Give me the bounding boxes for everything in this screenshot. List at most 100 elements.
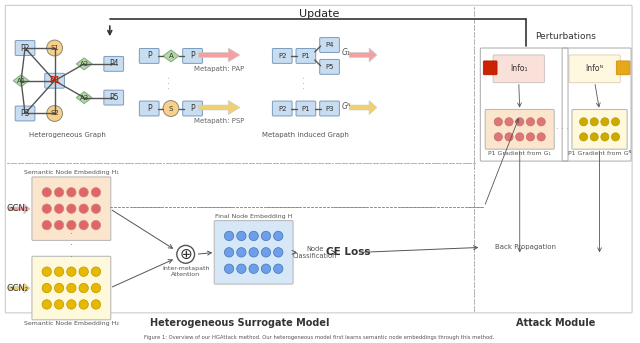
Text: P1 Gradient from Gᴺ: P1 Gradient from Gᴺ bbox=[568, 151, 631, 156]
FancyBboxPatch shape bbox=[572, 109, 627, 149]
FancyBboxPatch shape bbox=[296, 48, 316, 63]
Circle shape bbox=[67, 221, 76, 230]
FancyBboxPatch shape bbox=[485, 109, 554, 149]
Text: · · ·: · · · bbox=[556, 125, 569, 134]
Text: P1: P1 bbox=[49, 76, 60, 85]
FancyBboxPatch shape bbox=[45, 73, 65, 88]
Circle shape bbox=[611, 118, 620, 126]
FancyBboxPatch shape bbox=[273, 101, 292, 116]
Text: P: P bbox=[147, 104, 152, 113]
Text: Heterogeneous Graph: Heterogeneous Graph bbox=[29, 132, 106, 138]
Text: Infoᴺ: Infoᴺ bbox=[586, 64, 604, 73]
Circle shape bbox=[54, 188, 64, 197]
Polygon shape bbox=[349, 100, 377, 115]
Circle shape bbox=[537, 118, 545, 126]
FancyBboxPatch shape bbox=[104, 90, 124, 105]
FancyBboxPatch shape bbox=[273, 48, 292, 63]
Circle shape bbox=[177, 245, 195, 263]
Circle shape bbox=[601, 118, 609, 126]
Circle shape bbox=[526, 133, 534, 141]
Circle shape bbox=[54, 283, 64, 293]
Circle shape bbox=[42, 283, 51, 293]
Circle shape bbox=[42, 221, 51, 230]
Circle shape bbox=[92, 188, 100, 197]
Text: P4: P4 bbox=[109, 59, 118, 68]
Text: Info₁: Info₁ bbox=[510, 64, 527, 73]
Circle shape bbox=[92, 221, 100, 230]
Circle shape bbox=[47, 106, 63, 121]
Circle shape bbox=[261, 231, 271, 241]
Polygon shape bbox=[76, 92, 92, 104]
Circle shape bbox=[92, 204, 100, 213]
Circle shape bbox=[225, 231, 234, 241]
Circle shape bbox=[42, 267, 51, 276]
Text: ·
·
·: · · · bbox=[70, 229, 73, 262]
Text: GCN₂: GCN₂ bbox=[7, 284, 29, 293]
Text: GCN₁: GCN₁ bbox=[7, 204, 29, 213]
FancyBboxPatch shape bbox=[616, 61, 630, 75]
Circle shape bbox=[237, 248, 246, 257]
Circle shape bbox=[54, 221, 64, 230]
Circle shape bbox=[92, 267, 100, 276]
Circle shape bbox=[79, 188, 88, 197]
Circle shape bbox=[526, 118, 534, 126]
Circle shape bbox=[516, 133, 524, 141]
Text: Inter-metapath
Attention: Inter-metapath Attention bbox=[162, 266, 209, 277]
Polygon shape bbox=[8, 204, 30, 214]
Text: Update: Update bbox=[298, 9, 339, 19]
Text: Perturbations: Perturbations bbox=[534, 32, 595, 40]
Circle shape bbox=[54, 300, 64, 309]
Circle shape bbox=[67, 300, 76, 309]
Polygon shape bbox=[198, 100, 240, 115]
Circle shape bbox=[237, 264, 246, 273]
FancyBboxPatch shape bbox=[182, 48, 202, 63]
Text: P3: P3 bbox=[20, 109, 30, 118]
Circle shape bbox=[67, 188, 76, 197]
Circle shape bbox=[54, 204, 64, 213]
Circle shape bbox=[494, 133, 502, 141]
Circle shape bbox=[225, 264, 234, 273]
Circle shape bbox=[601, 133, 609, 141]
FancyBboxPatch shape bbox=[320, 38, 339, 52]
Circle shape bbox=[79, 283, 88, 293]
Text: P1 Gradient from G₁: P1 Gradient from G₁ bbox=[488, 151, 551, 156]
Circle shape bbox=[67, 283, 76, 293]
Text: P: P bbox=[190, 104, 195, 113]
Circle shape bbox=[163, 100, 179, 117]
Text: P2: P2 bbox=[278, 106, 287, 111]
Circle shape bbox=[47, 40, 63, 56]
Text: P2: P2 bbox=[20, 44, 29, 52]
Polygon shape bbox=[349, 48, 377, 62]
Circle shape bbox=[67, 267, 76, 276]
Circle shape bbox=[590, 133, 598, 141]
Text: Heterogeneous Surrogate Model: Heterogeneous Surrogate Model bbox=[150, 318, 330, 328]
Circle shape bbox=[494, 118, 502, 126]
Text: Metapath: PSP: Metapath: PSP bbox=[194, 118, 244, 125]
Text: · · ·: · · · bbox=[166, 76, 175, 89]
FancyBboxPatch shape bbox=[15, 40, 35, 56]
Circle shape bbox=[580, 133, 588, 141]
Circle shape bbox=[79, 221, 88, 230]
Circle shape bbox=[79, 204, 88, 213]
Text: P5: P5 bbox=[109, 93, 118, 102]
Text: Metapath: PAP: Metapath: PAP bbox=[194, 66, 244, 72]
Circle shape bbox=[79, 300, 88, 309]
Circle shape bbox=[249, 248, 259, 257]
FancyBboxPatch shape bbox=[320, 101, 339, 116]
Circle shape bbox=[249, 264, 259, 273]
Text: S2: S2 bbox=[50, 110, 59, 117]
Text: $\oplus$: $\oplus$ bbox=[179, 247, 193, 262]
Circle shape bbox=[537, 133, 545, 141]
FancyBboxPatch shape bbox=[104, 57, 124, 71]
Text: Final Node Embedding H: Final Node Embedding H bbox=[215, 214, 292, 218]
Text: Metapath induced Graph: Metapath induced Graph bbox=[262, 132, 349, 138]
Text: A: A bbox=[168, 53, 173, 59]
FancyBboxPatch shape bbox=[32, 177, 111, 240]
Circle shape bbox=[505, 133, 513, 141]
Polygon shape bbox=[198, 48, 240, 62]
Text: P1: P1 bbox=[301, 106, 310, 111]
Text: A3: A3 bbox=[79, 95, 89, 100]
Circle shape bbox=[590, 118, 598, 126]
Text: · · ·: · · · bbox=[301, 76, 310, 89]
Text: P4: P4 bbox=[325, 42, 334, 48]
